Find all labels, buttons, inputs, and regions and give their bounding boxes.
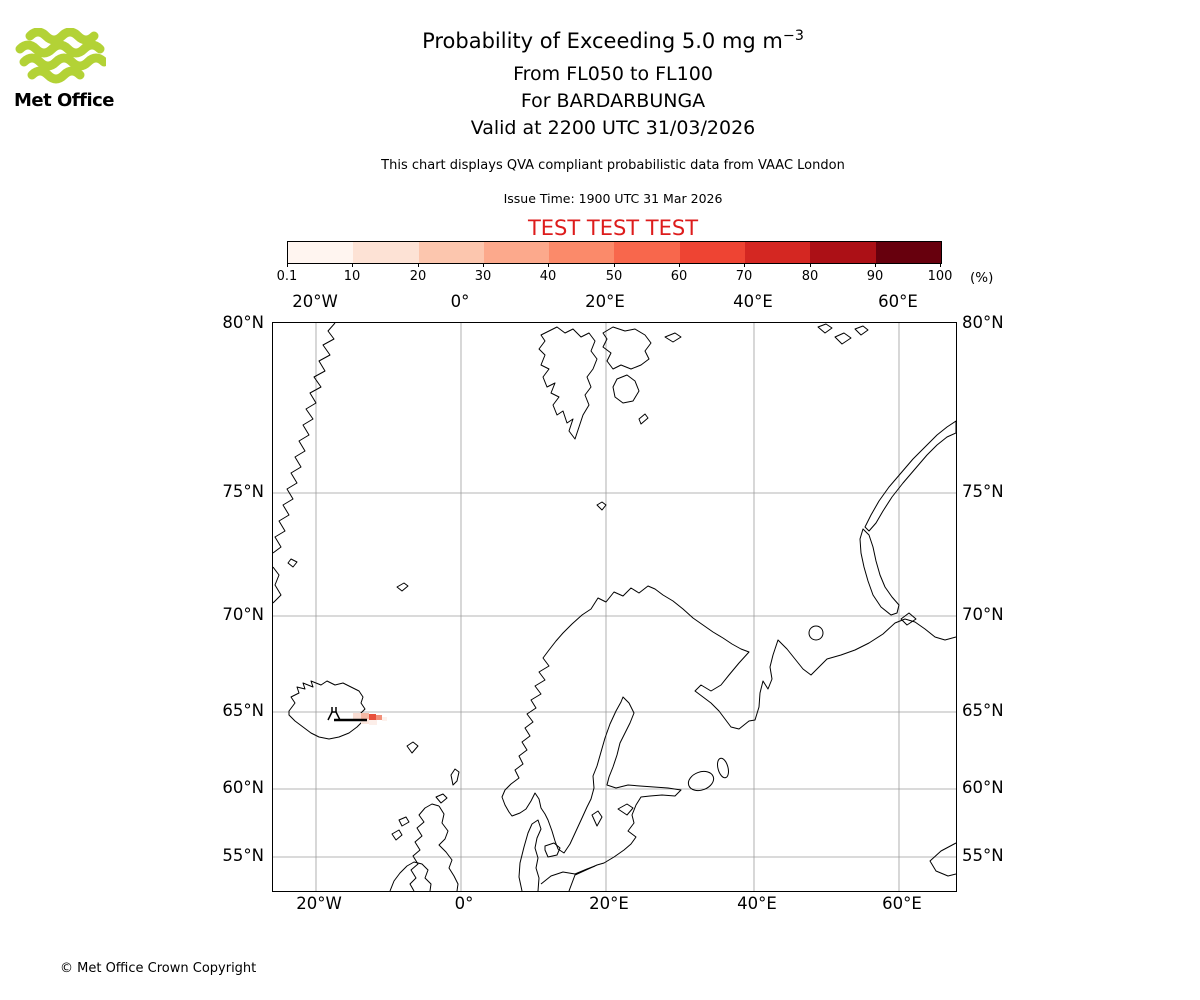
colorbar-tick: [418, 263, 419, 267]
colorbar-tick: [875, 263, 876, 267]
colorbar-label: 50: [605, 269, 623, 284]
lat-label-right: 80°N: [962, 313, 1004, 332]
subtitle-volcano: For BARDARBUNGA: [520, 90, 706, 112]
lat-label-left: 55°N: [222, 846, 264, 865]
colorbar-tick: [940, 263, 941, 267]
colorbar-segment: [549, 242, 615, 263]
page-title-main: Probability of Exceeding 5.0 mg m: [422, 29, 783, 53]
lon-label-bottom: 40°E: [737, 894, 777, 913]
lat-label-left: 70°N: [222, 605, 264, 624]
colorbar-label: 40: [539, 269, 557, 284]
lat-label-left: 60°N: [222, 778, 264, 797]
met-office-logo-icon: [15, 28, 106, 84]
colorbar-segment: [614, 242, 680, 263]
colorbar-tick: [483, 263, 484, 267]
lat-label-left: 75°N: [222, 482, 264, 501]
colorbar-label: 30: [474, 269, 492, 284]
colorbar-label: 80: [801, 269, 819, 284]
page-title-exponent: −3: [782, 28, 804, 44]
colorbar-label: 70: [735, 269, 753, 284]
lat-label-right: 75°N: [962, 482, 1004, 501]
colorbar-segment: [875, 242, 941, 263]
colorbar-label: 20: [409, 269, 427, 284]
colorbar-segment: [483, 242, 550, 263]
colorbar-tick: [744, 263, 745, 267]
colorbar-tick: [352, 263, 353, 267]
colorbar-unit: (%): [970, 270, 994, 286]
colorbar-segment: [679, 242, 746, 263]
lon-label-bottom: 0°: [454, 894, 474, 913]
lon-label-bottom: 20°W: [296, 894, 342, 913]
colorbar-label: 0.1: [276, 269, 298, 284]
page-title: Probability of Exceeding 5.0 mg m−3: [13, 28, 1200, 53]
copyright-text: © Met Office Crown Copyright: [60, 961, 257, 976]
subtitle-flight-levels: From FL050 to FL100: [513, 63, 713, 85]
colorbar-tick: [548, 263, 549, 267]
colorbar-label: 10: [343, 269, 361, 284]
coastlines: [273, 323, 956, 891]
colorbar-segment: [288, 242, 354, 263]
issue-time: Issue Time: 1900 UTC 31 Mar 2026: [503, 191, 723, 206]
colorbar-label: 100: [927, 269, 953, 284]
colorbar-segment: [353, 242, 419, 263]
lon-label-top: 0°: [450, 292, 470, 311]
probability-colorbar: [287, 241, 942, 264]
qva-description: This chart displays QVA compliant probab…: [381, 158, 845, 173]
colorbar-tick: [679, 263, 680, 267]
test-banner: TEST TEST TEST: [527, 216, 699, 240]
ash-plume: [353, 713, 387, 725]
map-canvas: [272, 322, 957, 892]
lon-label-top: 40°E: [733, 292, 773, 311]
colorbar-segment: [810, 242, 876, 263]
colorbar-tick: [287, 263, 288, 267]
lat-label-right: 65°N: [962, 701, 1004, 720]
colorbar-label: 60: [670, 269, 688, 284]
colorbar-tick: [810, 263, 811, 267]
lon-label-top: 60°E: [878, 292, 918, 311]
subtitle-valid-time: Valid at 2200 UTC 31/03/2026: [470, 117, 756, 139]
lon-label-top: 20°E: [585, 292, 625, 311]
colorbar-label: 90: [866, 269, 884, 284]
lat-label-right: 70°N: [962, 605, 1004, 624]
volcano-marker: [327, 707, 367, 722]
lat-label-left: 80°N: [222, 313, 264, 332]
colorbar-tick: [614, 263, 615, 267]
lon-label-top: 20°W: [292, 292, 338, 311]
lat-label-right: 60°N: [962, 778, 1004, 797]
lat-label-left: 65°N: [222, 701, 264, 720]
lon-label-bottom: 60°E: [882, 894, 922, 913]
colorbar-segment: [745, 242, 811, 263]
graticule-grid: [273, 323, 956, 891]
met-office-brand-text: Met Office: [14, 90, 115, 111]
lon-label-bottom: 20°E: [589, 894, 629, 913]
lat-label-right: 55°N: [962, 846, 1004, 865]
colorbar-segment: [418, 242, 484, 263]
